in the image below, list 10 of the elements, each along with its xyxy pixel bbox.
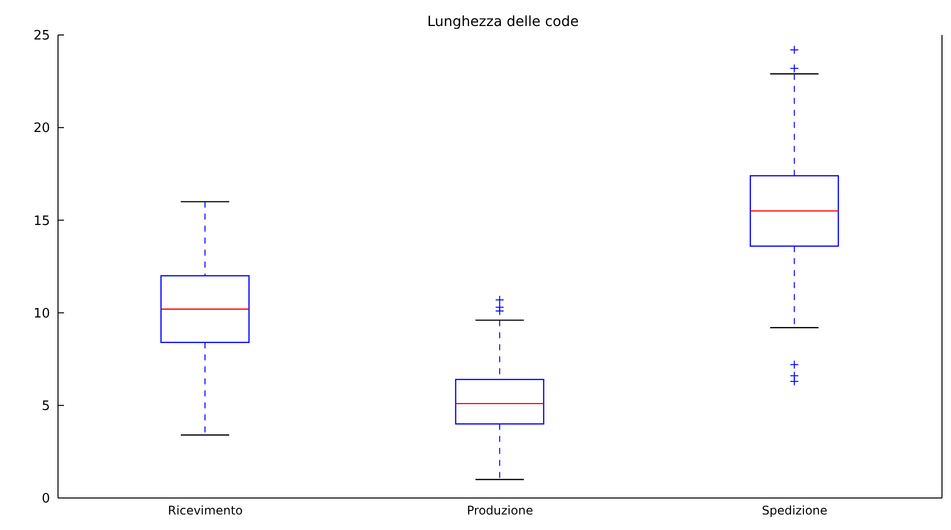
y-tick-label: 5 (42, 399, 50, 414)
x-tick-label: Ricevimento (168, 504, 243, 518)
chart-title: Lunghezza delle code (427, 14, 579, 30)
x-tick-label: Produzione (466, 504, 534, 518)
y-tick-label: 15 (33, 214, 50, 229)
y-tick-label: 10 (33, 306, 50, 322)
y-tick-label: 0 (42, 492, 50, 507)
y-tick-label: 25 (33, 28, 50, 44)
y-tick-label: 20 (33, 121, 50, 136)
x-tick-label: Spedizione (762, 504, 828, 518)
